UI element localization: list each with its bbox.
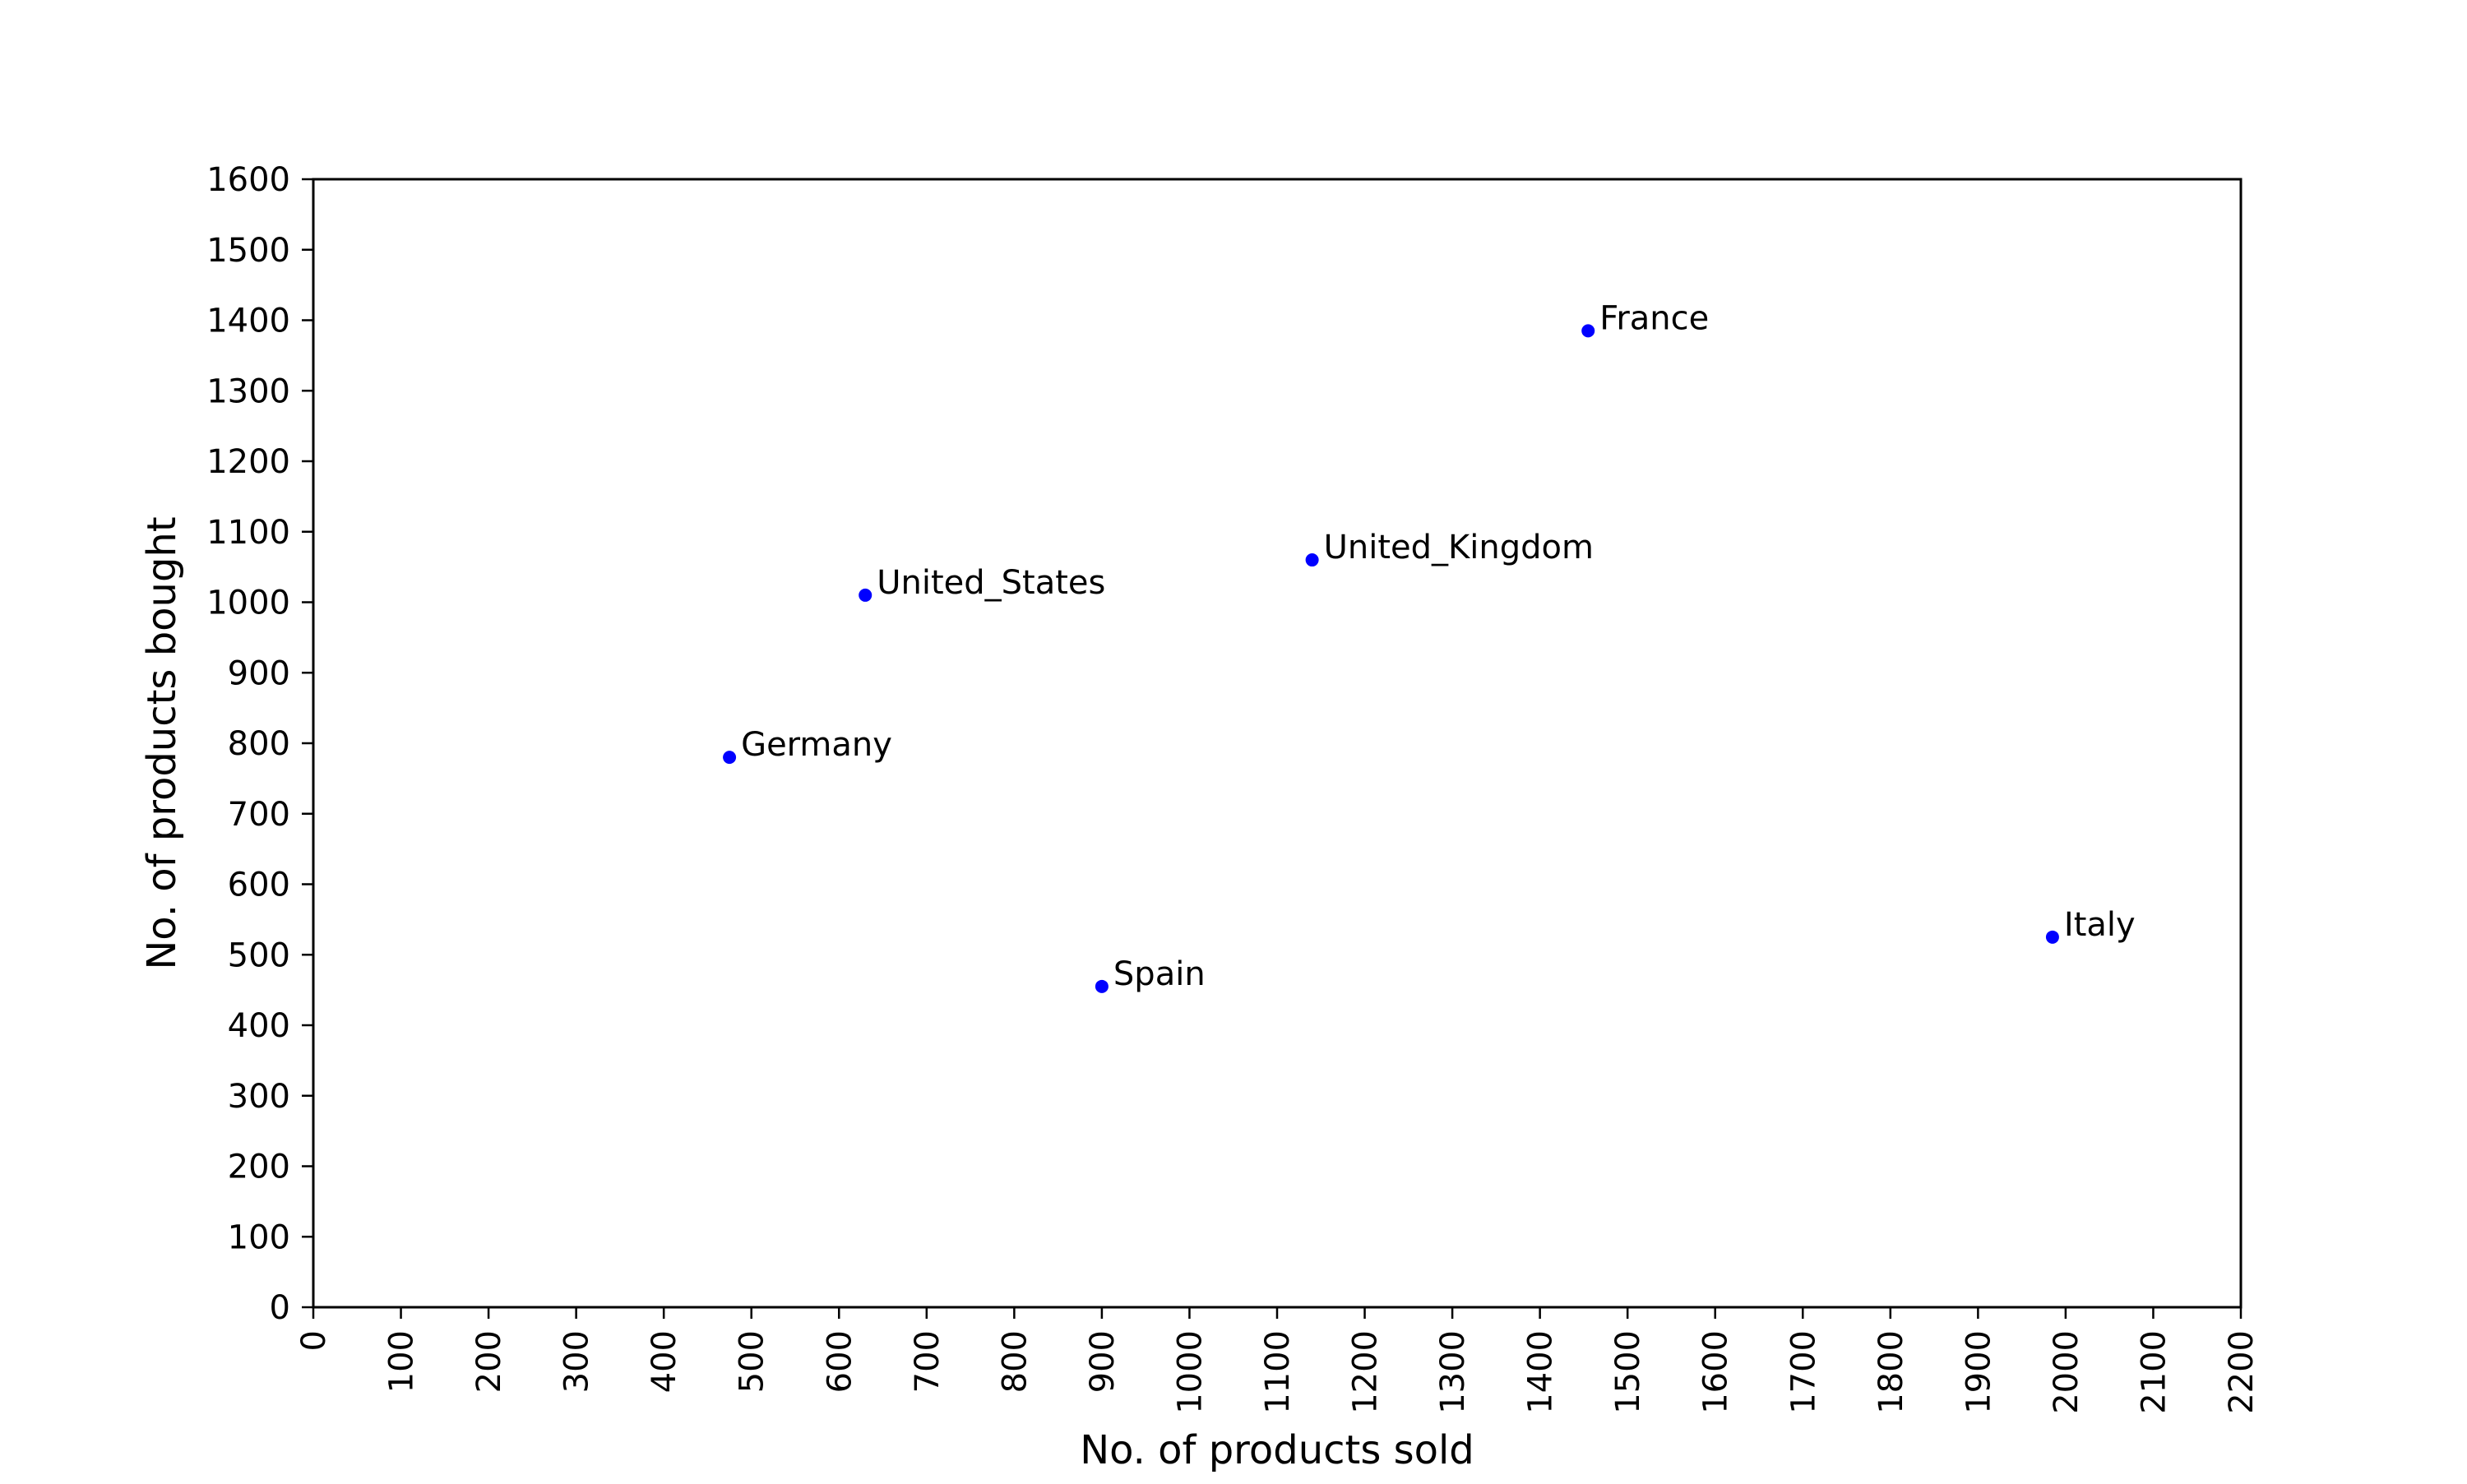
x-tick-label: 1200 <box>1347 1330 1385 1414</box>
y-tick-label: 1300 <box>206 372 290 410</box>
y-axis-title: No. of products bought <box>139 516 185 969</box>
data-points: France United_Kingdom United_States Germany… <box>723 299 2136 993</box>
data-point <box>1581 324 1595 338</box>
x-tick-label: 500 <box>734 1330 771 1393</box>
data-point <box>859 588 872 602</box>
x-tick-label: 400 <box>646 1330 683 1393</box>
x-tick-label: 1600 <box>1697 1330 1735 1414</box>
data-point <box>723 751 737 765</box>
x-tick-label: 300 <box>558 1330 596 1393</box>
y-tick-label: 400 <box>228 1007 290 1045</box>
y-tick-label: 1600 <box>206 161 290 199</box>
data-point <box>1305 553 1319 567</box>
x-tick-label: 600 <box>821 1330 859 1393</box>
y-axis-ticks: 0 100 200 300 400 500 600 700 800 900 1000 1100 1200… <box>206 161 313 1327</box>
x-axis-title: No. of products sold <box>1080 1427 1474 1473</box>
x-tick-label: 200 <box>470 1330 508 1393</box>
y-tick-label: 1100 <box>206 514 290 552</box>
y-tick-label: 300 <box>228 1078 290 1116</box>
y-tick-label: 0 <box>270 1289 290 1327</box>
y-tick-label: 1400 <box>206 303 290 340</box>
x-tick-label: 1800 <box>1872 1330 1910 1414</box>
x-tick-label: 2200 <box>2223 1330 2261 1414</box>
y-tick-label: 900 <box>228 654 290 692</box>
data-point <box>1095 979 1109 993</box>
x-tick-label: 1100 <box>1259 1330 1297 1414</box>
x-tick-label: 1900 <box>1960 1330 1997 1414</box>
y-tick-label: 100 <box>228 1218 290 1256</box>
y-tick-label: 500 <box>228 936 290 974</box>
data-label: United_Kingdom <box>1324 529 1594 566</box>
y-tick-label: 800 <box>228 725 290 763</box>
plot-area <box>312 178 2243 1309</box>
x-tick-label: 1300 <box>1434 1330 1472 1414</box>
data-label: United_States <box>877 564 1105 602</box>
x-tick-label: 2000 <box>2048 1330 2085 1414</box>
y-tick-label: 1200 <box>206 443 290 481</box>
y-tick-label: 1500 <box>206 232 290 270</box>
data-label: France <box>1599 299 1709 337</box>
x-tick-label: 800 <box>996 1330 1034 1393</box>
data-label: Germany <box>741 726 892 764</box>
x-tick-label: 1700 <box>1784 1330 1822 1414</box>
x-tick-label: 700 <box>909 1330 947 1393</box>
y-tick-label: 1000 <box>206 585 290 622</box>
x-axis-ticks: 0 100 200 300 400 500 600 700 800 900 1000 1100 1200… <box>295 1307 2261 1414</box>
data-point <box>2045 930 2059 944</box>
x-tick-label: 2100 <box>2135 1330 2173 1414</box>
x-tick-label: 1000 <box>1171 1330 1209 1414</box>
x-tick-label: 1500 <box>1609 1330 1647 1414</box>
data-label: Italy <box>2064 906 2136 944</box>
x-tick-label: 100 <box>383 1330 421 1393</box>
y-tick-label: 200 <box>228 1149 290 1186</box>
x-tick-label: 900 <box>1084 1330 1122 1393</box>
y-tick-label: 700 <box>228 796 290 834</box>
data-label: Spain <box>1113 955 1206 993</box>
x-tick-label: 0 <box>295 1330 333 1351</box>
y-tick-label: 600 <box>228 867 290 904</box>
x-tick-label: 1400 <box>1522 1330 1560 1414</box>
